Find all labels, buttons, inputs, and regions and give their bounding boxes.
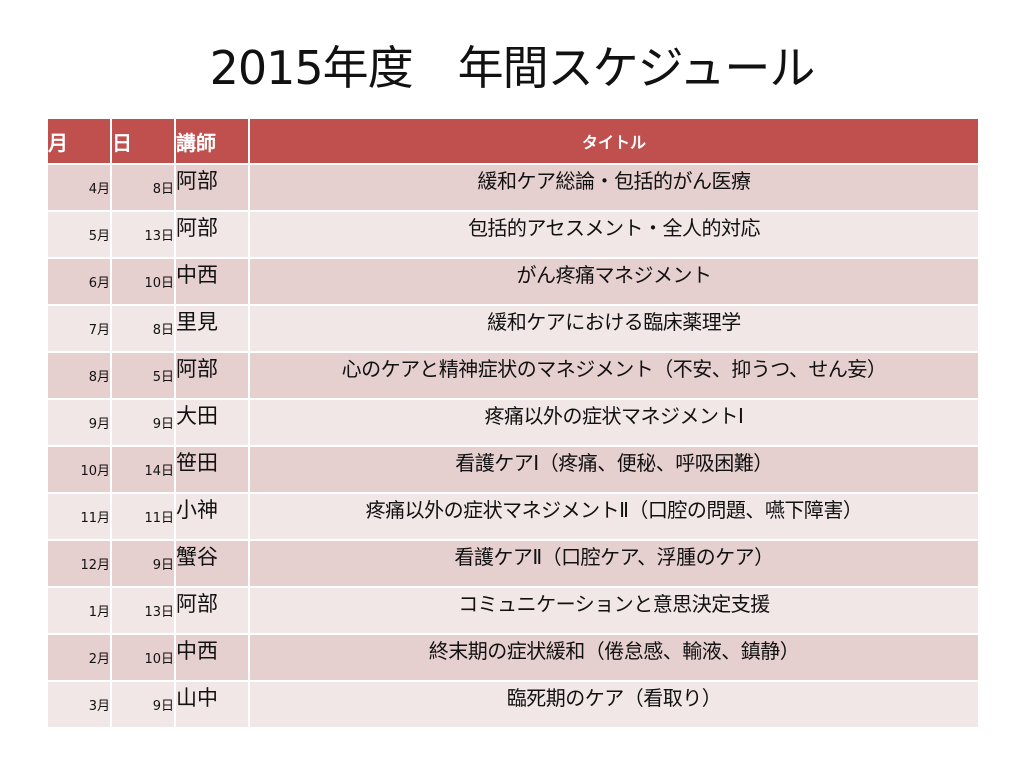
cell-lecturer: 中西 (174, 633, 250, 682)
cell-title: 臨死期のケア（看取り） (248, 680, 980, 729)
cell-month: 11月 (46, 492, 112, 541)
cell-title: 心のケアと精神症状のマネジメント（不安、抑うつ、せん妄） (248, 351, 980, 400)
cell-day: 9日 (110, 398, 176, 447)
cell-lecturer: 笹田 (174, 445, 250, 494)
table-row: 2月 10日 中西 終末期の症状緩和（倦怠感、輸液、鎮静） (46, 633, 980, 682)
cell-day: 8日 (110, 163, 176, 212)
cell-lecturer: 阿部 (174, 163, 250, 212)
cell-title: 看護ケアⅡ（口腔ケア、浮腫のケア） (248, 539, 980, 588)
cell-title: 終末期の症状緩和（倦怠感、輸液、鎮静） (248, 633, 980, 682)
cell-lecturer: 阿部 (174, 210, 250, 259)
cell-month: 5月 (46, 210, 112, 259)
cell-lecturer: 阿部 (174, 351, 250, 400)
cell-title: 看護ケアⅠ（疼痛、便秘、呼吸困難） (248, 445, 980, 494)
cell-month: 3月 (46, 680, 112, 729)
header-row: 月 日 講師 タイトル (46, 117, 980, 165)
cell-day: 9日 (110, 680, 176, 729)
cell-lecturer: 阿部 (174, 586, 250, 635)
cell-month: 2月 (46, 633, 112, 682)
cell-title: がん疼痛マネジメント (248, 257, 980, 306)
table-row: 4月 8日 阿部 緩和ケア総論・包括的がん医療 (46, 163, 980, 212)
cell-day: 14日 (110, 445, 176, 494)
cell-lecturer: 小神 (174, 492, 250, 541)
cell-month: 7月 (46, 304, 112, 353)
column-header-day: 日 (110, 117, 176, 165)
cell-title: 緩和ケア総論・包括的がん医療 (248, 163, 980, 212)
cell-month: 10月 (46, 445, 112, 494)
schedule-table: 月 日 講師 タイトル 4月 8日 阿部 緩和ケア総論・包括的がん医療 5月 1… (46, 117, 980, 729)
cell-month: 12月 (46, 539, 112, 588)
cell-title: 疼痛以外の症状マネジメントⅡ（口腔の問題、嚥下障害） (248, 492, 980, 541)
cell-lecturer: 大田 (174, 398, 250, 447)
cell-title: コミュニケーションと意思決定支援 (248, 586, 980, 635)
cell-lecturer: 里見 (174, 304, 250, 353)
table-row: 5月 13日 阿部 包括的アセスメント・全人的対応 (46, 210, 980, 259)
cell-month: 8月 (46, 351, 112, 400)
cell-month: 9月 (46, 398, 112, 447)
table-row: 7月 8日 里見 緩和ケアにおける臨床薬理学 (46, 304, 980, 353)
cell-day: 5日 (110, 351, 176, 400)
cell-day: 13日 (110, 586, 176, 635)
cell-day: 10日 (110, 633, 176, 682)
cell-month: 1月 (46, 586, 112, 635)
column-header-month: 月 (46, 117, 112, 165)
page-title: 2015年度 年間スケジュール (209, 41, 816, 95)
table-row: 3月 9日 山中 臨死期のケア（看取り） (46, 680, 980, 729)
cell-lecturer: 蟹谷 (174, 539, 250, 588)
cell-day: 11日 (110, 492, 176, 541)
table-row: 8月 5日 阿部 心のケアと精神症状のマネジメント（不安、抑うつ、せん妄） (46, 351, 980, 400)
table-row: 11月 11日 小神 疼痛以外の症状マネジメントⅡ（口腔の問題、嚥下障害） (46, 492, 980, 541)
cell-title: 疼痛以外の症状マネジメントⅠ (248, 398, 980, 447)
cell-month: 4月 (46, 163, 112, 212)
cell-day: 9日 (110, 539, 176, 588)
table-row: 12月 9日 蟹谷 看護ケアⅡ（口腔ケア、浮腫のケア） (46, 539, 980, 588)
cell-day: 13日 (110, 210, 176, 259)
column-header-lecturer: 講師 (174, 117, 250, 165)
column-header-title: タイトル (248, 117, 980, 165)
cell-day: 8日 (110, 304, 176, 353)
cell-day: 10日 (110, 257, 176, 306)
cell-title: 包括的アセスメント・全人的対応 (248, 210, 980, 259)
cell-title: 緩和ケアにおける臨床薬理学 (248, 304, 980, 353)
table-row: 1月 13日 阿部 コミュニケーションと意思決定支援 (46, 586, 980, 635)
cell-lecturer: 中西 (174, 257, 250, 306)
cell-lecturer: 山中 (174, 680, 250, 729)
table-row: 9月 9日 大田 疼痛以外の症状マネジメントⅠ (46, 398, 980, 447)
cell-month: 6月 (46, 257, 112, 306)
table-row: 10月 14日 笹田 看護ケアⅠ（疼痛、便秘、呼吸困難） (46, 445, 980, 494)
table-row: 6月 10日 中西 がん疼痛マネジメント (46, 257, 980, 306)
